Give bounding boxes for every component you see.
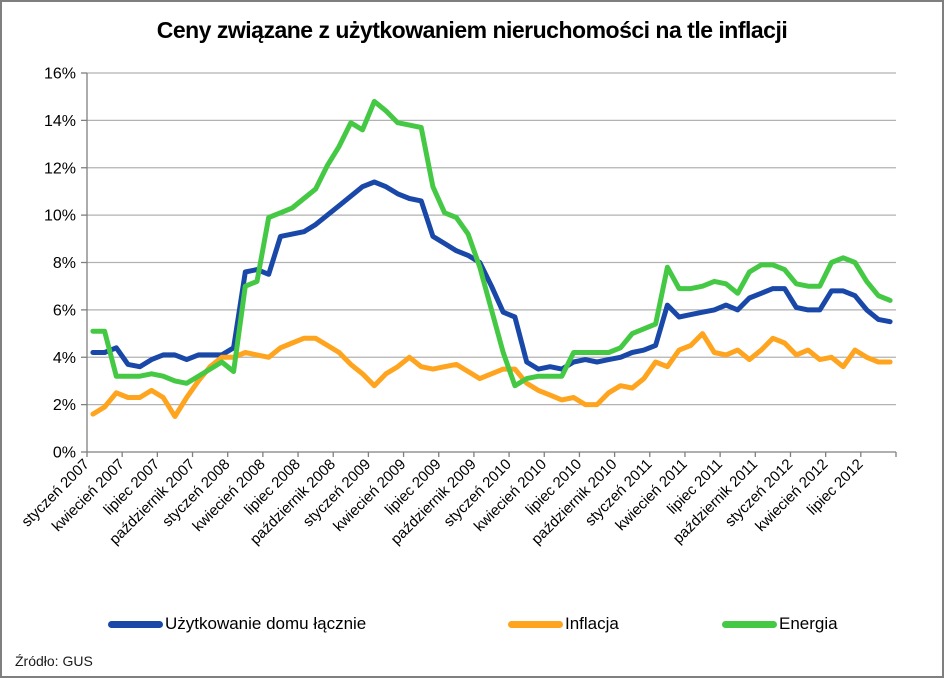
legend-swatch-orange-line [508,620,563,628]
axis-labels: 0%2%4%6%8%10%12%14%16%styczeń 2007kwieci… [18,66,866,549]
legend-item-inflacja: Inflacja [508,613,619,635]
y-tick-label: 6% [53,302,76,319]
legend-label: Użytkowanie domu łącznie [165,614,367,633]
series-line-inflacja [90,331,893,419]
y-tick-label: 2% [53,397,76,414]
series-line-uzytkowanie [90,179,893,372]
y-tick-label: 12% [44,160,76,177]
y-tick-label: 10% [44,208,76,225]
chart-title: Ceny związane z użytkowaniem nieruchomoś… [156,17,788,43]
legend-label: Energia [779,614,838,633]
legend-label: Inflacja [565,614,619,633]
legend-item-uzytkowanie: Użytkowanie domu łącznie [108,613,366,635]
legend-item-energia: Energia [722,613,838,635]
y-tick-label: 0% [53,445,76,462]
y-tick-label: 8% [53,255,76,272]
legend-swatch-blue-line [108,620,163,628]
legend-swatch-green-line [722,620,777,628]
axes [81,72,897,457]
y-tick-label: 4% [53,350,76,367]
y-tick-label: 16% [44,66,76,83]
source-note: Źródło: GUS [15,653,93,669]
y-tick-label: 14% [44,113,76,130]
series-line-energia [90,98,893,389]
